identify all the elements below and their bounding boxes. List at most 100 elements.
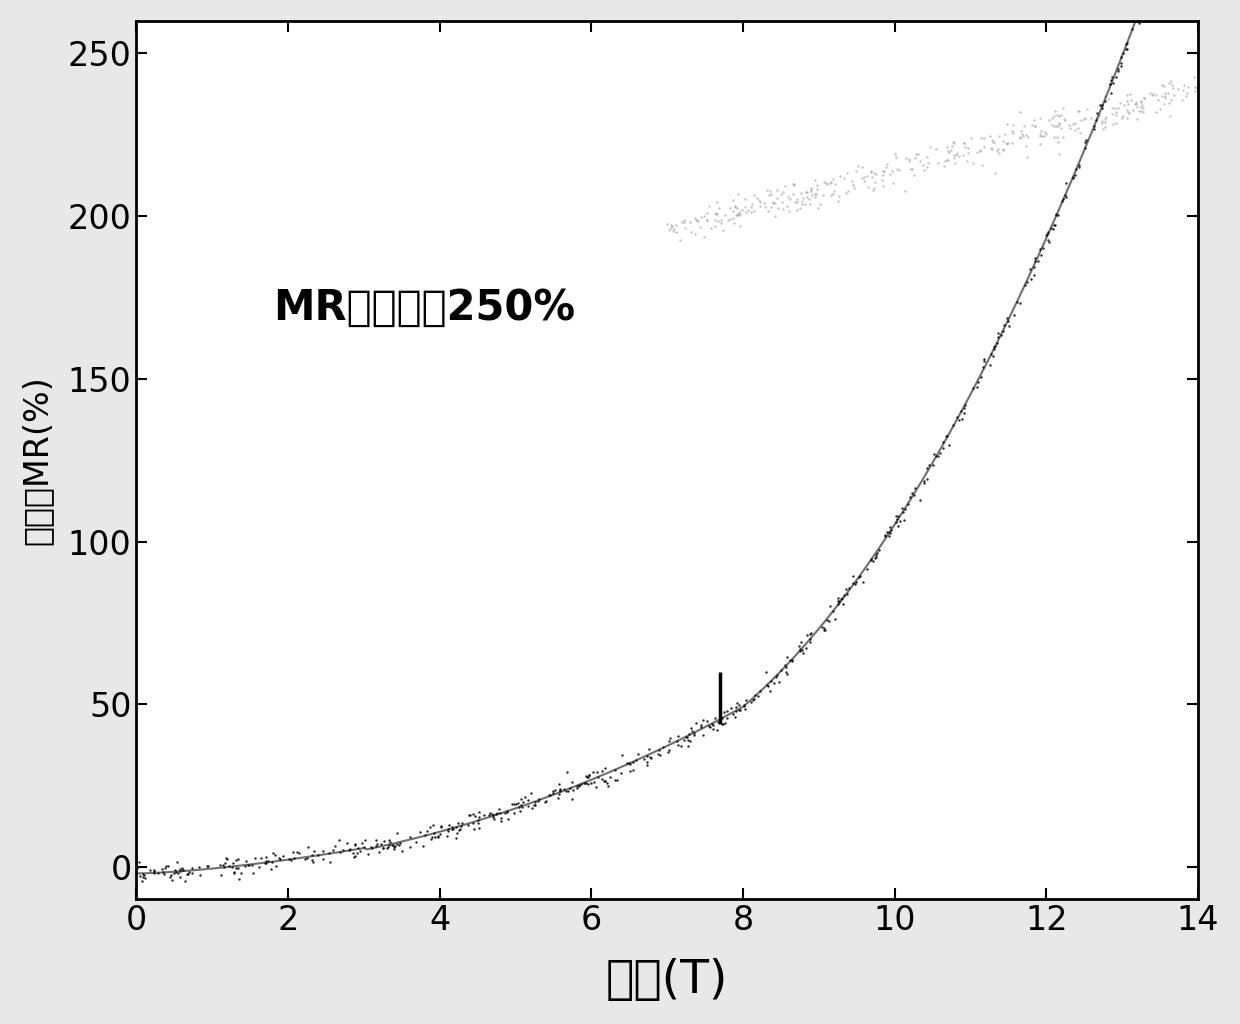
Point (361, 839, 381, 855)
Point (954, 406, 973, 422)
Point (697, 713, 717, 729)
Point (719, 200, 739, 216)
Point (298, 850, 317, 866)
Point (773, 202, 792, 218)
Point (837, 165, 857, 181)
Point (758, 181, 777, 198)
Point (901, 161, 921, 177)
Point (742, 196, 761, 212)
Point (707, 206, 727, 222)
Point (1133, 103, 1153, 120)
Point (1012, 126, 1032, 142)
Point (637, 749, 657, 765)
Point (616, 755, 636, 771)
Point (543, 782, 563, 799)
Point (239, 857, 259, 873)
Point (619, 756, 639, 772)
Point (662, 217, 682, 233)
Point (918, 155, 937, 171)
Point (843, 575, 863, 592)
Point (869, 542, 889, 558)
Point (934, 439, 954, 456)
Point (1042, 117, 1061, 133)
Point (936, 428, 956, 444)
Point (745, 687, 765, 703)
Point (595, 773, 615, 790)
Point (782, 652, 802, 669)
Point (1025, 250, 1045, 266)
Point (579, 767, 599, 783)
Point (595, 760, 615, 776)
Point (448, 825, 467, 842)
Point (785, 194, 805, 210)
Point (399, 828, 419, 845)
Point (913, 157, 932, 173)
Point (1111, 54, 1131, 71)
Point (1013, 118, 1033, 134)
Point (513, 794, 533, 810)
Point (924, 445, 944, 462)
Point (170, 868, 190, 885)
Point (957, 140, 977, 157)
Point (993, 324, 1013, 340)
Point (749, 688, 769, 705)
Point (1184, 79, 1204, 95)
Point (438, 820, 458, 837)
Point (914, 162, 934, 178)
Point (161, 866, 181, 883)
Point (791, 634, 811, 650)
Point (725, 702, 745, 719)
Point (663, 223, 683, 240)
Point (883, 163, 903, 179)
Point (217, 850, 237, 866)
Point (828, 593, 848, 609)
Point (1092, 96, 1112, 113)
Point (691, 719, 711, 735)
Point (715, 207, 735, 223)
Point (817, 176, 837, 193)
Point (987, 142, 1007, 159)
Point (971, 369, 991, 385)
Point (1032, 247, 1052, 263)
Point (1054, 129, 1074, 145)
Point (939, 144, 959, 161)
Point (224, 863, 244, 880)
Point (678, 737, 698, 754)
Point (508, 795, 528, 811)
Point (660, 741, 680, 758)
Point (864, 179, 884, 196)
Point (1156, 90, 1176, 106)
Point (197, 857, 217, 873)
Point (1069, 102, 1089, 119)
Point (1132, 96, 1152, 113)
Point (1158, 75, 1178, 91)
Point (1069, 157, 1089, 173)
Point (802, 186, 822, 203)
Point (1002, 123, 1022, 139)
Point (262, 861, 281, 878)
Point (955, 139, 975, 156)
Point (1038, 223, 1058, 240)
Point (257, 855, 277, 871)
Point (441, 821, 461, 838)
Point (708, 714, 728, 730)
Point (491, 813, 511, 829)
Point (378, 837, 398, 853)
Point (568, 779, 588, 796)
Point (1018, 129, 1038, 145)
Point (709, 711, 729, 727)
Point (861, 552, 880, 568)
Point (1011, 129, 1030, 145)
Point (668, 728, 688, 744)
Point (549, 780, 569, 797)
Point (401, 839, 420, 855)
Point (993, 142, 1013, 159)
Point (947, 144, 967, 161)
Point (808, 200, 828, 216)
Point (330, 844, 350, 860)
Point (588, 769, 608, 785)
Point (873, 167, 893, 183)
Point (693, 712, 713, 728)
Point (777, 649, 797, 666)
Point (728, 206, 748, 222)
